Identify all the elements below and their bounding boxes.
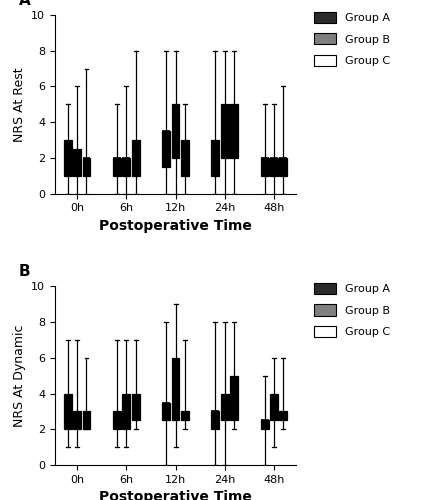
PathPatch shape — [122, 394, 130, 430]
PathPatch shape — [172, 358, 179, 420]
PathPatch shape — [162, 402, 170, 420]
Text: A: A — [19, 0, 30, 8]
X-axis label: Postoperative Time: Postoperative Time — [99, 490, 252, 500]
PathPatch shape — [73, 412, 81, 430]
Y-axis label: NRS At Dynamic: NRS At Dynamic — [13, 324, 26, 427]
PathPatch shape — [113, 158, 121, 176]
PathPatch shape — [279, 412, 287, 420]
PathPatch shape — [113, 412, 121, 430]
PathPatch shape — [221, 104, 229, 158]
Legend: Group A, Group B, Group C: Group A, Group B, Group C — [314, 12, 390, 66]
PathPatch shape — [162, 131, 170, 167]
PathPatch shape — [64, 140, 72, 175]
PathPatch shape — [172, 104, 179, 158]
X-axis label: Postoperative Time: Postoperative Time — [99, 219, 252, 233]
Legend: Group A, Group B, Group C: Group A, Group B, Group C — [314, 283, 390, 338]
PathPatch shape — [82, 412, 91, 430]
Text: B: B — [19, 264, 30, 280]
PathPatch shape — [261, 158, 269, 176]
PathPatch shape — [64, 394, 72, 430]
PathPatch shape — [261, 420, 269, 430]
PathPatch shape — [122, 158, 130, 176]
PathPatch shape — [212, 412, 220, 430]
PathPatch shape — [221, 394, 229, 420]
PathPatch shape — [132, 394, 140, 420]
PathPatch shape — [230, 104, 238, 158]
PathPatch shape — [73, 149, 81, 176]
PathPatch shape — [270, 394, 278, 420]
PathPatch shape — [279, 158, 287, 176]
PathPatch shape — [230, 376, 238, 420]
PathPatch shape — [212, 140, 220, 175]
PathPatch shape — [82, 158, 91, 176]
Y-axis label: NRS At Rest: NRS At Rest — [13, 67, 26, 142]
PathPatch shape — [181, 140, 189, 175]
PathPatch shape — [270, 158, 278, 176]
PathPatch shape — [132, 140, 140, 175]
PathPatch shape — [181, 412, 189, 420]
